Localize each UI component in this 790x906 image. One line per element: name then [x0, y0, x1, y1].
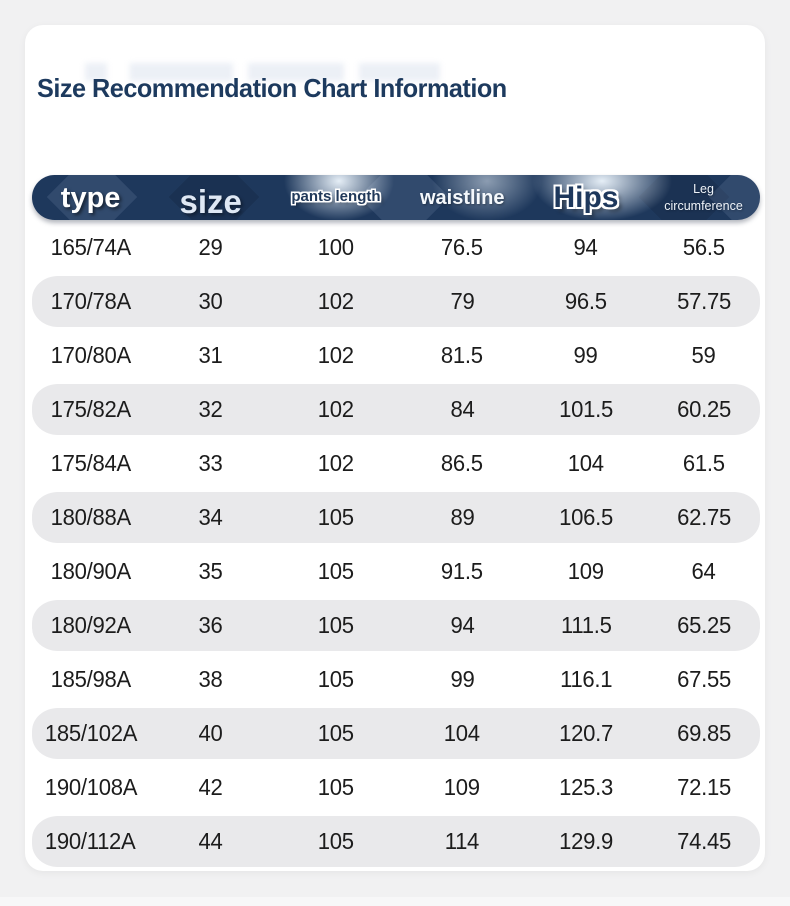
table-cell-leg-circumference: 69.85	[676, 720, 731, 746]
page-title: Size Recommendation Chart Information	[37, 73, 507, 103]
table-cell-pants-length: 105	[317, 558, 354, 584]
table-cell-leg-circumference: 60.25	[676, 396, 731, 422]
table-cell-type: 185/102A	[44, 720, 137, 746]
column-header-waistline: waistline	[419, 186, 505, 209]
table-cell-pants-length: 102	[317, 288, 354, 314]
table-cell-waistline: 109	[444, 774, 481, 800]
table-cell-waistline: 84	[450, 396, 475, 422]
table-row: 175/84A 33 102 86.5 104 61.5	[32, 438, 760, 489]
table-cell-leg-circumference: 62.75	[676, 504, 731, 530]
table-row: 165/74A 29 100 76.5 94 56.5	[32, 222, 760, 273]
table-cell-hips: 101.5	[559, 396, 613, 422]
table-cell-size: 38	[198, 666, 223, 692]
table-row: 180/90A 35 105 91.5 109 64	[32, 546, 760, 597]
table-cell-pants-length: 102	[317, 342, 354, 368]
table-cell-pants-length: 105	[317, 828, 354, 854]
table-cell-pants-length: 105	[317, 612, 354, 638]
table-cell-leg-circumference: 74.45	[676, 828, 731, 854]
table-cell-leg-circumference: 56.5	[682, 234, 725, 260]
table-cell-pants-length: 105	[317, 720, 354, 746]
table-row: 180/92A 36 105 94 111.5 65.25	[32, 597, 760, 654]
table-cell-size: 35	[198, 558, 223, 584]
table-cell-pants-length: 105	[317, 504, 354, 530]
table-cell-waistline: 99	[450, 666, 475, 692]
table-cell-type: 170/80A	[50, 342, 131, 368]
table-cell-type: 180/88A	[50, 504, 131, 530]
table-cell-waistline: 76.5	[441, 234, 484, 260]
table-cell-waistline: 91.5	[441, 558, 484, 584]
table-cell-hips: 99	[573, 342, 598, 368]
column-header-pants-length: pants length	[291, 188, 381, 206]
table-cell-pants-length: 105	[317, 774, 354, 800]
size-table: type size pants length waistline Hips Le…	[32, 175, 760, 870]
table-cell-type: 175/82A	[50, 396, 131, 422]
table-cell-waistline: 114	[445, 828, 480, 854]
table-cell-type: 180/90A	[50, 558, 131, 584]
column-header-size: size	[179, 183, 242, 220]
table-cell-size: 34	[198, 504, 223, 530]
table-cell-leg-circumference: 72.15	[676, 774, 731, 800]
table-cell-size: 30	[198, 288, 223, 314]
table-cell-waistline: 89	[450, 504, 475, 530]
table-row: 190/108A 42 105 109 125.3 72.15	[32, 762, 760, 813]
table-row: 170/78A 30 102 79 96.5 57.75	[32, 273, 760, 330]
table-cell-size: 32	[198, 396, 223, 422]
table-cell-type: 175/84A	[50, 450, 131, 476]
table-cell-leg-circumference: 67.55	[676, 666, 731, 692]
table-row: 180/88A 34 105 89 106.5 62.75	[32, 489, 760, 546]
table-row: 185/102A 40 105 104 120.7 69.85	[32, 705, 760, 762]
page-bottom-strip	[0, 897, 790, 906]
table-cell-leg-circumference: 59	[691, 342, 716, 368]
table-cell-hips: 111.5	[560, 612, 612, 638]
table-cell-waistline: 86.5	[441, 450, 484, 476]
table-cell-hips: 120.7	[559, 720, 613, 746]
column-header-leg-circumference: Leg circumference	[664, 181, 743, 213]
table-cell-waistline: 104	[444, 720, 481, 746]
table-header: type size pants length waistline Hips Le…	[32, 175, 760, 220]
table-cell-hips: 129.9	[559, 828, 613, 854]
table-cell-leg-circumference: 61.5	[682, 450, 725, 476]
table-cell-size: 31	[198, 342, 223, 368]
table-cell-hips: 109	[567, 558, 604, 584]
table-cell-waistline: 79	[450, 288, 475, 314]
table-cell-hips: 106.5	[559, 504, 613, 530]
table-row: 170/80A 31 102 81.5 99 59	[32, 330, 760, 381]
table-cell-pants-length: 102	[317, 396, 354, 422]
table-row: 190/112A 44 105 114 129.9 74.45	[32, 813, 760, 870]
table-row: 185/98A 38 105 99 116.1 67.55	[32, 654, 760, 705]
table-cell-hips: 96.5	[565, 288, 607, 314]
table-cell-hips: 125.3	[559, 774, 613, 800]
column-header-hips: Hips	[553, 181, 619, 214]
watermark-ghost	[85, 63, 455, 81]
table-cell-pants-length: 102	[317, 450, 354, 476]
table-cell-hips: 116.1	[559, 666, 613, 692]
table-cell-waistline: 94	[450, 612, 475, 638]
table-cell-type: 170/78A	[50, 288, 131, 314]
table-cell-leg-circumference: 64	[691, 558, 716, 584]
table-cell-type: 165/74A	[50, 234, 131, 260]
table-cell-size: 42	[198, 774, 223, 800]
table-cell-size: 33	[198, 450, 223, 476]
table-body: 165/74A 29 100 76.5 94 56.5 170/78A 30 1…	[32, 222, 760, 870]
table-cell-size: 40	[198, 720, 223, 746]
table-cell-type: 180/92A	[50, 612, 131, 638]
size-chart-card: Size Recommendation Chart Information ty…	[25, 25, 765, 871]
table-cell-type: 190/108A	[44, 774, 137, 800]
table-cell-waistline: 81.5	[441, 342, 484, 368]
table-cell-pants-length: 105	[317, 666, 354, 692]
table-cell-leg-circumference: 57.75	[676, 288, 731, 314]
table-cell-pants-length: 100	[317, 234, 354, 260]
table-cell-hips: 94	[573, 234, 598, 260]
column-header-type: type	[60, 181, 121, 214]
table-cell-size: 29	[198, 234, 223, 260]
table-cell-type: 185/98A	[50, 666, 131, 692]
table-cell-size: 36	[198, 612, 223, 638]
table-cell-size: 44	[198, 828, 223, 854]
table-cell-leg-circumference: 65.25	[676, 612, 731, 638]
table-cell-hips: 104	[567, 450, 604, 476]
table-cell-type: 190/112A	[45, 828, 136, 854]
table-row: 175/82A 32 102 84 101.5 60.25	[32, 381, 760, 438]
